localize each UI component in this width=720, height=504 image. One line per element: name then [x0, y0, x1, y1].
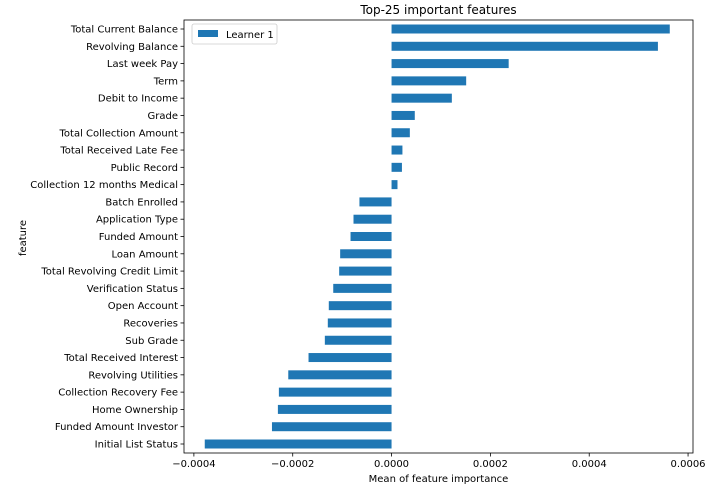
- bar: [391, 110, 415, 120]
- bar: [391, 76, 467, 86]
- y-tick-label: Revolving Balance: [86, 42, 178, 53]
- bar: [359, 197, 392, 207]
- y-tick-label: Total Received Late Fee: [59, 146, 178, 157]
- bar: [333, 283, 392, 293]
- bar: [340, 249, 392, 259]
- x-tick-label: −0.0002: [271, 459, 314, 470]
- bar: [391, 180, 398, 190]
- bar: [391, 24, 670, 34]
- bar: [350, 232, 392, 241]
- bar: [277, 404, 392, 414]
- y-tick-label: Sub Grade: [125, 336, 178, 347]
- legend-label: Learner 1: [226, 30, 274, 41]
- bar: [271, 422, 392, 432]
- bar: [204, 439, 392, 449]
- bar: [391, 162, 402, 172]
- y-tick-label: Initial List Status: [95, 440, 178, 451]
- y-tick-label: Last week Pay: [107, 59, 178, 70]
- bar: [391, 145, 403, 155]
- chart-title: Top-25 important features: [359, 3, 516, 17]
- bar: [288, 370, 392, 380]
- bar: [339, 266, 392, 276]
- legend: Learner 1: [191, 23, 278, 45]
- bar: [391, 93, 452, 103]
- y-tick-label: Application Type: [96, 215, 178, 226]
- bar: [327, 318, 392, 328]
- y-tick-label: Open Account: [108, 301, 178, 312]
- x-tick-label: −0.0004: [172, 459, 215, 470]
- y-tick-label: Collection 12 months Medical: [30, 180, 178, 191]
- y-tick-label: Funded Amount: [99, 232, 178, 243]
- bar: [328, 301, 392, 311]
- y-axis-ticks: Total Current Balance Revolving Balance La…: [30, 25, 184, 451]
- y-tick-label: Verification Status: [87, 284, 178, 295]
- y-tick-label: Revolving Utilities: [88, 370, 178, 381]
- y-tick-label: Grade: [148, 111, 179, 122]
- bar: [308, 353, 392, 363]
- y-tick-label: Public Record: [111, 163, 178, 174]
- y-tick-label: Debit to Income: [98, 94, 178, 105]
- x-tick-label: 0.0004: [572, 459, 607, 470]
- y-tick-label: Recoveries: [123, 318, 178, 329]
- bar: [324, 335, 392, 345]
- legend-box: [191, 23, 278, 45]
- y-tick-label: Home Ownership: [92, 405, 178, 416]
- x-axis-ticks: −0.0004 −0.0002 0.0000 0.0002 0.0004 0.0006: [172, 453, 706, 470]
- y-tick-label: Batch Enrolled: [105, 197, 178, 208]
- bar: [278, 387, 392, 397]
- y-tick-label: Collection Recovery Fee: [58, 388, 178, 399]
- bar: [391, 59, 509, 69]
- bar: [353, 214, 392, 224]
- x-tick-label: 0.0002: [473, 459, 508, 470]
- y-tick-label: Term: [153, 76, 178, 87]
- y-tick-label: Loan Amount: [112, 249, 179, 260]
- y-tick-label: Funded Amount Investor: [55, 422, 179, 433]
- y-tick-label: Total Collection Amount: [59, 128, 179, 139]
- bar: [391, 41, 658, 51]
- x-axis-label: Mean of feature importance: [369, 474, 509, 485]
- y-tick-label: Total Received Interest: [63, 353, 178, 364]
- plot-frame: [183, 19, 694, 454]
- bar: [391, 128, 410, 138]
- legend-swatch: [198, 30, 218, 37]
- x-tick-label: 0.0006: [671, 459, 706, 470]
- y-tick-label: Total Current Balance: [70, 25, 178, 36]
- y-axis-label: feature: [18, 220, 29, 256]
- y-tick-label: Total Revolving Credit Limit: [40, 267, 178, 278]
- x-tick-label: 0.0000: [374, 459, 409, 470]
- plot-area: [204, 24, 670, 449]
